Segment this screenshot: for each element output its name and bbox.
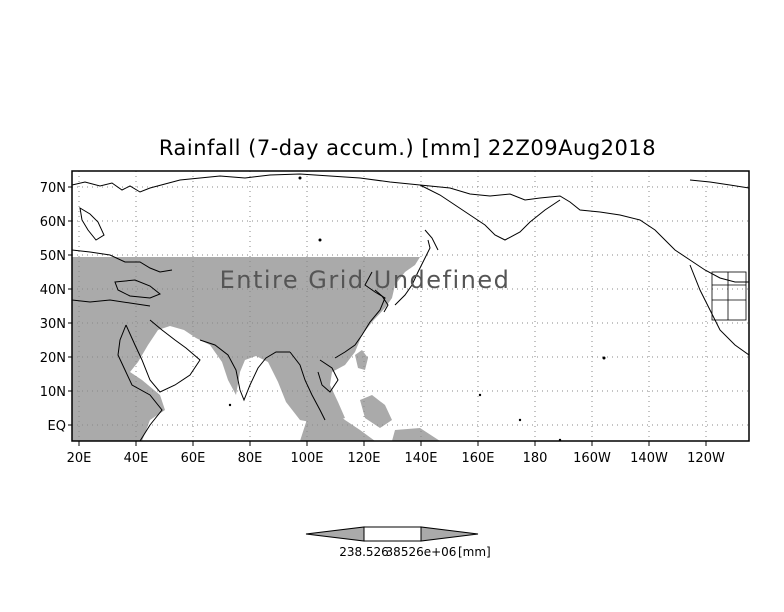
islands	[228, 176, 606, 441]
lon-label: 80E	[238, 451, 263, 466]
lon-label: 100E	[290, 451, 323, 466]
longitude-ticks	[78, 441, 707, 446]
colorbar-min-label: 238.526	[339, 545, 389, 559]
lat-label: 40N	[40, 283, 66, 298]
lat-label: 10N	[40, 385, 66, 400]
lon-label: 160W	[573, 451, 611, 466]
graticule	[72, 171, 749, 441]
map-title: Rainfall (7-day accum.) [mm] 22Z09Aug201…	[158, 136, 657, 160]
lon-label: 140E	[404, 451, 437, 466]
lon-label: 20E	[67, 451, 92, 466]
map-frame	[71, 170, 750, 442]
lat-label: 30N	[40, 317, 66, 332]
lat-label: EQ	[48, 419, 66, 434]
lon-label: 120W	[687, 451, 725, 466]
lon-label: 160E	[461, 451, 494, 466]
lon-label: 180	[523, 451, 548, 466]
colorbar-unit-label: [mm]	[458, 545, 491, 559]
lat-label: 60N	[40, 215, 66, 230]
colorbar: 238.526 38526e+06 [mm]	[305, 526, 491, 559]
lon-label: 140W	[630, 451, 668, 466]
latitude-ticks	[68, 186, 72, 426]
shaded-rain-region	[72, 257, 440, 441]
lat-label: 20N	[40, 351, 66, 366]
lon-label: 60E	[181, 451, 206, 466]
lon-label: 120E	[347, 451, 380, 466]
colorbar-max-label: 38526e+06	[386, 545, 457, 559]
colorbar-left-arrow	[305, 526, 365, 542]
lat-label: 70N	[40, 181, 66, 196]
colorbar-center	[363, 526, 422, 542]
colorbar-right-arrow	[420, 526, 479, 542]
latitude-labels: 70N 60N 50N 40N 30N 20N 10N EQ	[40, 181, 66, 434]
lat-label: 50N	[40, 249, 66, 264]
undefined-grid-text: Entire Grid Undefined	[220, 266, 511, 294]
lon-label: 40E	[124, 451, 149, 466]
longitude-labels: 20E 40E 60E 80E 100E 120E 140E 160E 180 …	[67, 451, 725, 466]
us-state-boundaries	[711, 271, 747, 321]
